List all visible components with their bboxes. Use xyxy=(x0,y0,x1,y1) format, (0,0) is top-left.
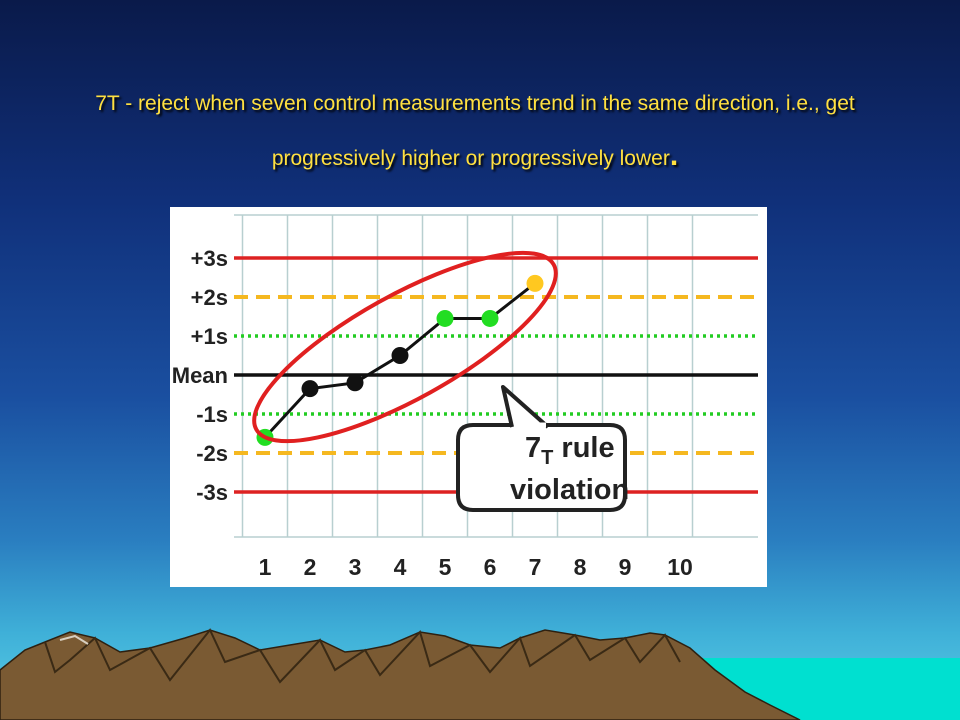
x-tick-label: 1 xyxy=(259,554,272,580)
y-tick-label: Mean xyxy=(172,363,228,388)
callout-bubble xyxy=(456,423,627,512)
trend-highlight-ellipse xyxy=(252,250,558,444)
data-point xyxy=(481,309,499,327)
control-chart-panel: +3s +2s +1s Mean -1s -2s -3s 1 2 3 4 5 6 7 8 9 10 7T ru… xyxy=(170,207,767,587)
mountain-snow-highlights xyxy=(59,634,89,645)
data-point xyxy=(436,309,454,327)
annotation-line2: violation xyxy=(510,474,629,506)
y-tick-label: -3s xyxy=(196,480,228,505)
x-tick-layer: 1 2 3 4 5 6 7 8 9 10 xyxy=(259,554,693,580)
x-tick-label: 6 xyxy=(484,554,497,580)
y-tick-label: +2s xyxy=(191,285,228,310)
x-tick-label: 9 xyxy=(619,554,632,580)
annotation-subscript: T xyxy=(541,447,553,469)
slide-title-text: 7T - reject when seven control measureme… xyxy=(95,92,855,170)
mountain-range xyxy=(0,629,801,720)
x-tick-label: 4 xyxy=(394,554,407,580)
data-point xyxy=(526,274,544,292)
x-tick-label: 7 xyxy=(529,554,542,580)
annotation-rest: rule xyxy=(553,432,614,464)
y-tick-label: +1s xyxy=(191,324,228,349)
data-point xyxy=(391,347,409,364)
y-tick-label: -1s xyxy=(196,402,228,427)
y-tick-label: -2s xyxy=(196,441,228,466)
x-tick-label: 5 xyxy=(439,554,452,580)
y-tick-layer: +3s +2s +1s Mean -1s -2s -3s xyxy=(172,246,228,505)
y-tick-label: +3s xyxy=(191,246,228,271)
callout-pointer xyxy=(501,385,550,429)
slide-title-period: . xyxy=(669,139,679,172)
x-tick-label: 2 xyxy=(304,554,317,580)
x-tick-label: 10 xyxy=(667,554,693,580)
data-point xyxy=(301,380,319,398)
annotation-main: 7 xyxy=(525,432,541,464)
series-layer xyxy=(256,274,544,446)
mountain-ridge-shading xyxy=(44,628,681,684)
slide-title: 7T - reject when seven control measureme… xyxy=(60,78,890,185)
x-tick-label: 3 xyxy=(349,554,362,580)
mountain-landscape xyxy=(0,628,960,720)
annotation-line1: 7T rule xyxy=(525,432,615,469)
data-point xyxy=(346,374,364,392)
x-tick-label: 8 xyxy=(574,554,587,580)
annotation-callout: 7T rule violation xyxy=(456,385,629,512)
